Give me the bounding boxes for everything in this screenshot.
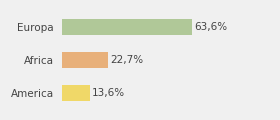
Text: 13,6%: 13,6% (92, 88, 125, 98)
Text: 22,7%: 22,7% (110, 55, 143, 65)
Bar (62, 52, 108, 68)
Bar (62, 19, 192, 35)
Bar (62, 85, 90, 101)
Text: 63,6%: 63,6% (194, 22, 227, 32)
